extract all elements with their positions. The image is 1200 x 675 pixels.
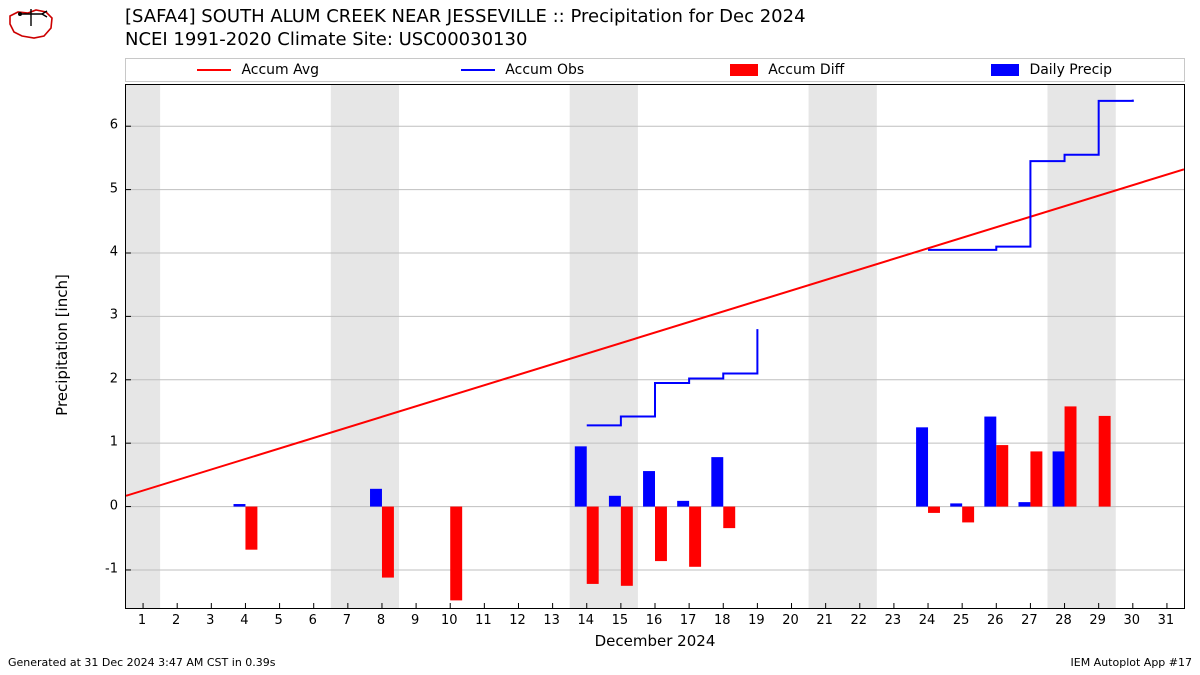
x-tick-label: 7 — [343, 613, 351, 628]
x-tick-label: 2 — [172, 613, 180, 628]
x-tick-label: 29 — [1089, 613, 1106, 628]
x-tick-label: 15 — [612, 613, 629, 628]
x-tick-label: 12 — [509, 613, 526, 628]
x-tick-label: 20 — [782, 613, 799, 628]
plot-area — [125, 84, 1185, 609]
x-tick-label: 11 — [475, 613, 492, 628]
footer-generated: Generated at 31 Dec 2024 3:47 AM CST in … — [8, 656, 276, 669]
x-tick-label: 23 — [885, 613, 902, 628]
x-tick-label: 25 — [953, 613, 970, 628]
legend: Accum Avg Accum Obs Accum Diff Daily Pre… — [125, 58, 1185, 82]
x-tick-label: 30 — [1124, 613, 1141, 628]
chart-title: [SAFA4] SOUTH ALUM CREEK NEAR JESSEVILLE… — [125, 6, 806, 51]
iem-logo — [6, 6, 56, 41]
x-tick-label: 5 — [274, 613, 282, 628]
y-tick-label: 0 — [110, 498, 118, 513]
x-tick-label: 24 — [919, 613, 936, 628]
x-tick-label: 13 — [543, 613, 560, 628]
x-tick-label: 9 — [411, 613, 419, 628]
y-tick-label: 1 — [110, 435, 118, 450]
y-tick-label: 2 — [110, 371, 118, 386]
x-tick-label: 3 — [206, 613, 214, 628]
x-tick-label: 26 — [987, 613, 1004, 628]
x-tick-label: 18 — [714, 613, 731, 628]
x-tick-label: 28 — [1055, 613, 1072, 628]
y-tick-label: 4 — [110, 244, 118, 259]
x-tick-label: 22 — [850, 613, 867, 628]
x-tick-label: 8 — [377, 613, 385, 628]
y-tick-label: 6 — [110, 118, 118, 133]
x-axis-label: December 2024 — [595, 632, 716, 650]
legend-accum-obs: Accum Obs — [391, 62, 656, 78]
footer-app: IEM Autoplot App #17 — [1071, 656, 1193, 669]
legend-accum-avg: Accum Avg — [126, 62, 391, 78]
y-tick-label: -1 — [105, 561, 118, 576]
legend-accum-diff: Accum Diff — [655, 62, 920, 78]
x-tick-label: 21 — [816, 613, 833, 628]
y-tick-label: 3 — [110, 308, 118, 323]
y-tick-label: 5 — [110, 181, 118, 196]
x-tick-label: 27 — [1021, 613, 1038, 628]
y-axis-label: Precipitation [inch] — [53, 274, 71, 416]
x-tick-label: 1 — [138, 613, 146, 628]
legend-daily-precip: Daily Precip — [920, 62, 1185, 78]
x-tick-label: 4 — [240, 613, 248, 628]
x-tick-label: 16 — [646, 613, 663, 628]
x-tick-label: 6 — [309, 613, 317, 628]
x-tick-label: 31 — [1158, 613, 1175, 628]
x-tick-label: 14 — [577, 613, 594, 628]
x-tick-label: 17 — [680, 613, 697, 628]
x-tick-label: 10 — [441, 613, 458, 628]
x-tick-label: 19 — [748, 613, 765, 628]
